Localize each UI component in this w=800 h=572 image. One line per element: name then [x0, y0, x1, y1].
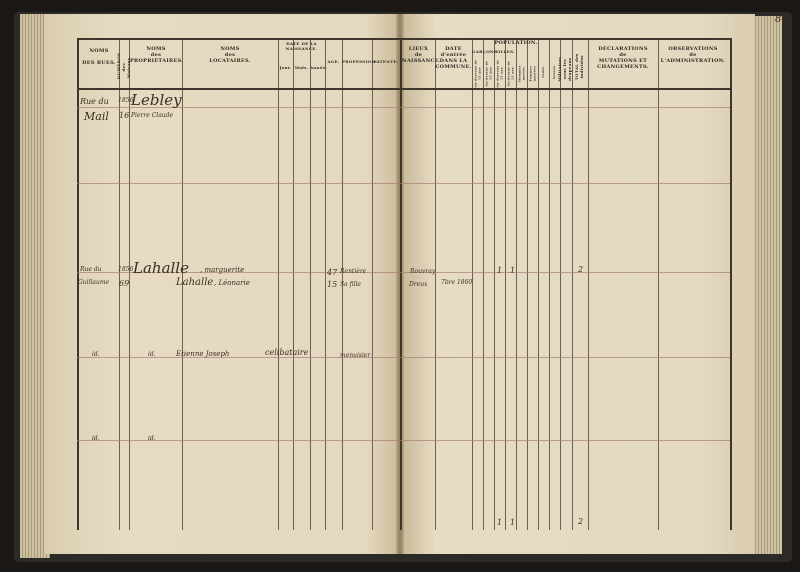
numero: 1856: [118, 97, 134, 104]
column-rule-bold: [77, 38, 79, 530]
header-declarations: DÉCLARATIONS de MUTATIONS ET CHANGEMENTS.: [597, 46, 649, 70]
profession-line2: Sa fille: [340, 281, 361, 288]
header-jour: Jour.: [279, 65, 292, 70]
header-mois: Mois.: [294, 65, 309, 70]
right-page: [400, 14, 755, 554]
column-rule: [129, 38, 130, 530]
numero-line2: 16: [119, 111, 130, 120]
header-proprietaires: NOMS des PROPRIÉTAIRES.: [130, 46, 184, 64]
column-rule: [572, 38, 573, 530]
column-rule: [435, 38, 436, 530]
row-rule: [77, 183, 730, 184]
population-count: 1: [497, 266, 503, 275]
proprietaire: Lahalle: [133, 259, 189, 277]
proprietaire-prenom: Pierre Claude: [131, 112, 174, 119]
column-rule-bold: [730, 38, 732, 530]
column-rule: [588, 38, 589, 530]
header-observations: OBSERVATIONS de L'ADMINISTRATION.: [660, 46, 726, 64]
header-rule: [77, 38, 730, 40]
column-rule: [538, 38, 539, 530]
proprietaire: Lebley: [131, 91, 182, 109]
header-annee: Année.: [310, 65, 328, 70]
header-population-subcol: Au-dessous de 15 ans: [495, 59, 503, 88]
header-age: AGE.: [327, 59, 340, 64]
column-rule-bold: [400, 38, 402, 530]
locataire-prenom: , Léonarie: [214, 279, 250, 287]
column-rule: [293, 38, 294, 530]
header-population-subcol: Au-dessus de 15 ans: [484, 60, 492, 87]
column-rule: [278, 38, 279, 530]
header-patente: PATENTE.: [373, 59, 399, 64]
header-garcons: GARÇONS.: [472, 49, 499, 54]
header-population-subcol: Hommes mariés: [517, 65, 525, 82]
profession: Rentière: [340, 268, 367, 275]
grand-total: 2: [578, 517, 584, 526]
row-rule: [77, 107, 730, 108]
header-lieux: LIEUX de NAISSANCE.: [402, 46, 441, 64]
date-entree: 7bre 1860: [441, 279, 473, 286]
row-rule: [77, 272, 730, 273]
column-rule: [516, 38, 517, 530]
header-naissance: DATE DE LA NAISSANCE.: [285, 41, 318, 51]
column-rule: [182, 38, 183, 530]
column-rule: [658, 38, 659, 530]
numero: id.: [148, 351, 156, 358]
etat-civil: celibataire: [265, 348, 309, 357]
rue: id.: [92, 351, 100, 358]
column-rule: [342, 38, 343, 530]
numero: id.: [148, 435, 156, 442]
rue-line2: Mail: [84, 110, 109, 123]
header-population-subcol: Au-dessous de 15 ans: [473, 59, 481, 88]
age: 47: [327, 268, 338, 277]
column-rule: [472, 38, 473, 530]
total-population: 1: [497, 518, 503, 527]
header-rule: [77, 88, 730, 90]
column-rule: [494, 38, 495, 530]
page-number: 80: [775, 14, 788, 25]
proprietaire-prenom: , marguerite: [200, 266, 245, 274]
header-population-subcol: Veufs.: [541, 65, 546, 78]
rue: Rue du: [80, 97, 109, 106]
column-rule: [527, 38, 528, 530]
population-count: 1: [510, 266, 516, 275]
header-locataires: NOMS des LOCATAIRES.: [209, 46, 251, 64]
header-filles: FILLES.: [495, 49, 515, 54]
header-profession: PROFESSION.: [342, 59, 377, 64]
header-militaires: Militaires sous les drapeaux: [556, 56, 572, 82]
column-rule: [560, 38, 561, 530]
header-date-entree: DATE d'entrée DANS LA COMMUNE.: [435, 46, 472, 70]
rue-line2: Guillaume: [78, 279, 110, 286]
page-edges-right: [752, 16, 782, 554]
header-total: TOTAL des individus: [574, 53, 584, 81]
age-line2: 15: [327, 280, 338, 289]
column-rule: [325, 38, 326, 530]
lieu-naissance: Rouvray: [410, 268, 436, 275]
lieu-naissance-line2: Dreux: [409, 281, 428, 288]
rue: id.: [92, 435, 100, 442]
locataire: Lahalle: [176, 277, 214, 288]
row-rule: [77, 357, 730, 358]
column-rule: [483, 38, 484, 530]
total: 2: [578, 265, 584, 274]
header-population-subcol: Femmes mariées: [528, 65, 536, 82]
header-population-subcol: Au-dessus de 15 ans: [506, 60, 514, 87]
column-rule: [505, 38, 506, 530]
locataire: Etienne Joseph: [176, 350, 230, 358]
column-rule: [310, 38, 311, 530]
profession: menuisier: [340, 352, 371, 359]
column-rule: [119, 38, 120, 530]
numero-line2: 69: [119, 279, 130, 288]
column-rule: [372, 38, 373, 530]
header-rues: NOMS DES RUES.: [82, 48, 116, 66]
header-population: POPULATION.: [494, 40, 538, 46]
numero: 1856: [118, 266, 134, 273]
rue: Rue du: [80, 266, 102, 273]
row-rule: [77, 440, 730, 441]
column-rule: [549, 38, 550, 530]
total-population: 1: [510, 518, 516, 527]
